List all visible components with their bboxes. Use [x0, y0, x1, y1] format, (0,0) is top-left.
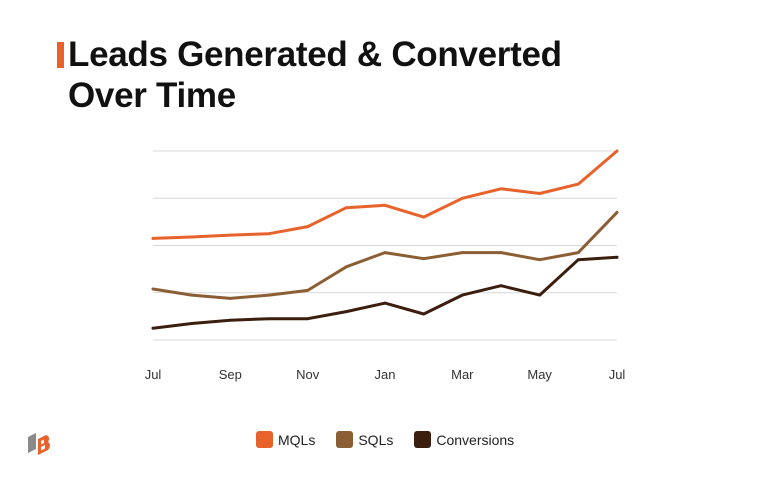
data-point-conversions [228, 318, 232, 322]
data-point-conversions [615, 255, 619, 259]
data-point-mqls [306, 225, 310, 229]
data-point-conversions [383, 301, 387, 305]
data-point-conversions [267, 317, 271, 321]
legend-item: SQLs [336, 431, 393, 448]
legend-swatch [336, 431, 354, 448]
chart-title: Leads Generated & Converted Over Time [68, 34, 562, 116]
data-point-mqls [460, 196, 464, 200]
data-point-sqls [228, 297, 232, 300]
data-point-sqls [267, 293, 271, 297]
legend-label: Conversions [436, 431, 515, 448]
data-point-conversions [538, 293, 542, 297]
data-point-mqls [151, 237, 155, 240]
x-tick-label: Mar [451, 367, 474, 382]
data-point-mqls [190, 235, 194, 239]
x-tick-label: Sep [219, 367, 242, 382]
data-point-sqls [615, 211, 619, 214]
data-point-mqls [383, 203, 387, 207]
chart-legend: MQLs SQLs Conversions [256, 431, 514, 448]
ub-logo-icon [28, 433, 50, 455]
data-point-mqls [576, 182, 580, 186]
data-point-sqls [576, 251, 580, 254]
data-point-sqls [383, 251, 387, 254]
line-chart: Jul Sep Nov Jan Mar May Jul [145, 149, 626, 382]
data-point-sqls [460, 251, 464, 254]
data-point-sqls [538, 258, 542, 262]
chart-title-line-1: Leads Generated & Converted [68, 35, 562, 74]
data-point-conversions [576, 258, 580, 262]
data-point-mqls [344, 206, 348, 210]
data-point-mqls [538, 192, 542, 195]
x-tick-label: Nov [296, 367, 320, 382]
data-point-conversions [306, 317, 310, 321]
data-point-mqls [267, 232, 271, 236]
legend-swatch [414, 431, 432, 448]
legend-item: MQLs [256, 431, 315, 448]
data-point-sqls [190, 293, 194, 297]
x-tick-label: Jul [609, 367, 626, 382]
legend-swatch [256, 431, 273, 448]
legend-item: Conversions [414, 431, 514, 448]
chart-title-line-2: Over Time [68, 76, 236, 115]
data-point-sqls [499, 251, 503, 254]
data-point-sqls [151, 287, 155, 291]
title-accent-bar [57, 42, 64, 68]
legend-label: SQLs [358, 431, 394, 448]
data-point-conversions [422, 312, 426, 316]
x-tick-label: Jan [375, 367, 396, 382]
data-point-conversions [190, 322, 194, 325]
data-point-conversions [460, 293, 464, 297]
data-point-mqls [228, 233, 232, 237]
data-point-conversions [344, 310, 348, 314]
data-point-mqls [499, 187, 503, 191]
series-line-mqls [151, 149, 619, 240]
legend-label: MQLs [278, 431, 316, 448]
x-tick-label: May [527, 367, 552, 382]
data-point-sqls [306, 288, 310, 292]
data-point-mqls [615, 149, 619, 153]
x-tick-label: Jul [145, 367, 162, 382]
data-point-sqls [422, 257, 426, 261]
data-point-sqls [344, 265, 348, 269]
data-point-conversions [151, 326, 155, 330]
series-line-sqls [151, 210, 619, 300]
data-point-mqls [422, 215, 426, 219]
data-point-conversions [499, 284, 503, 288]
